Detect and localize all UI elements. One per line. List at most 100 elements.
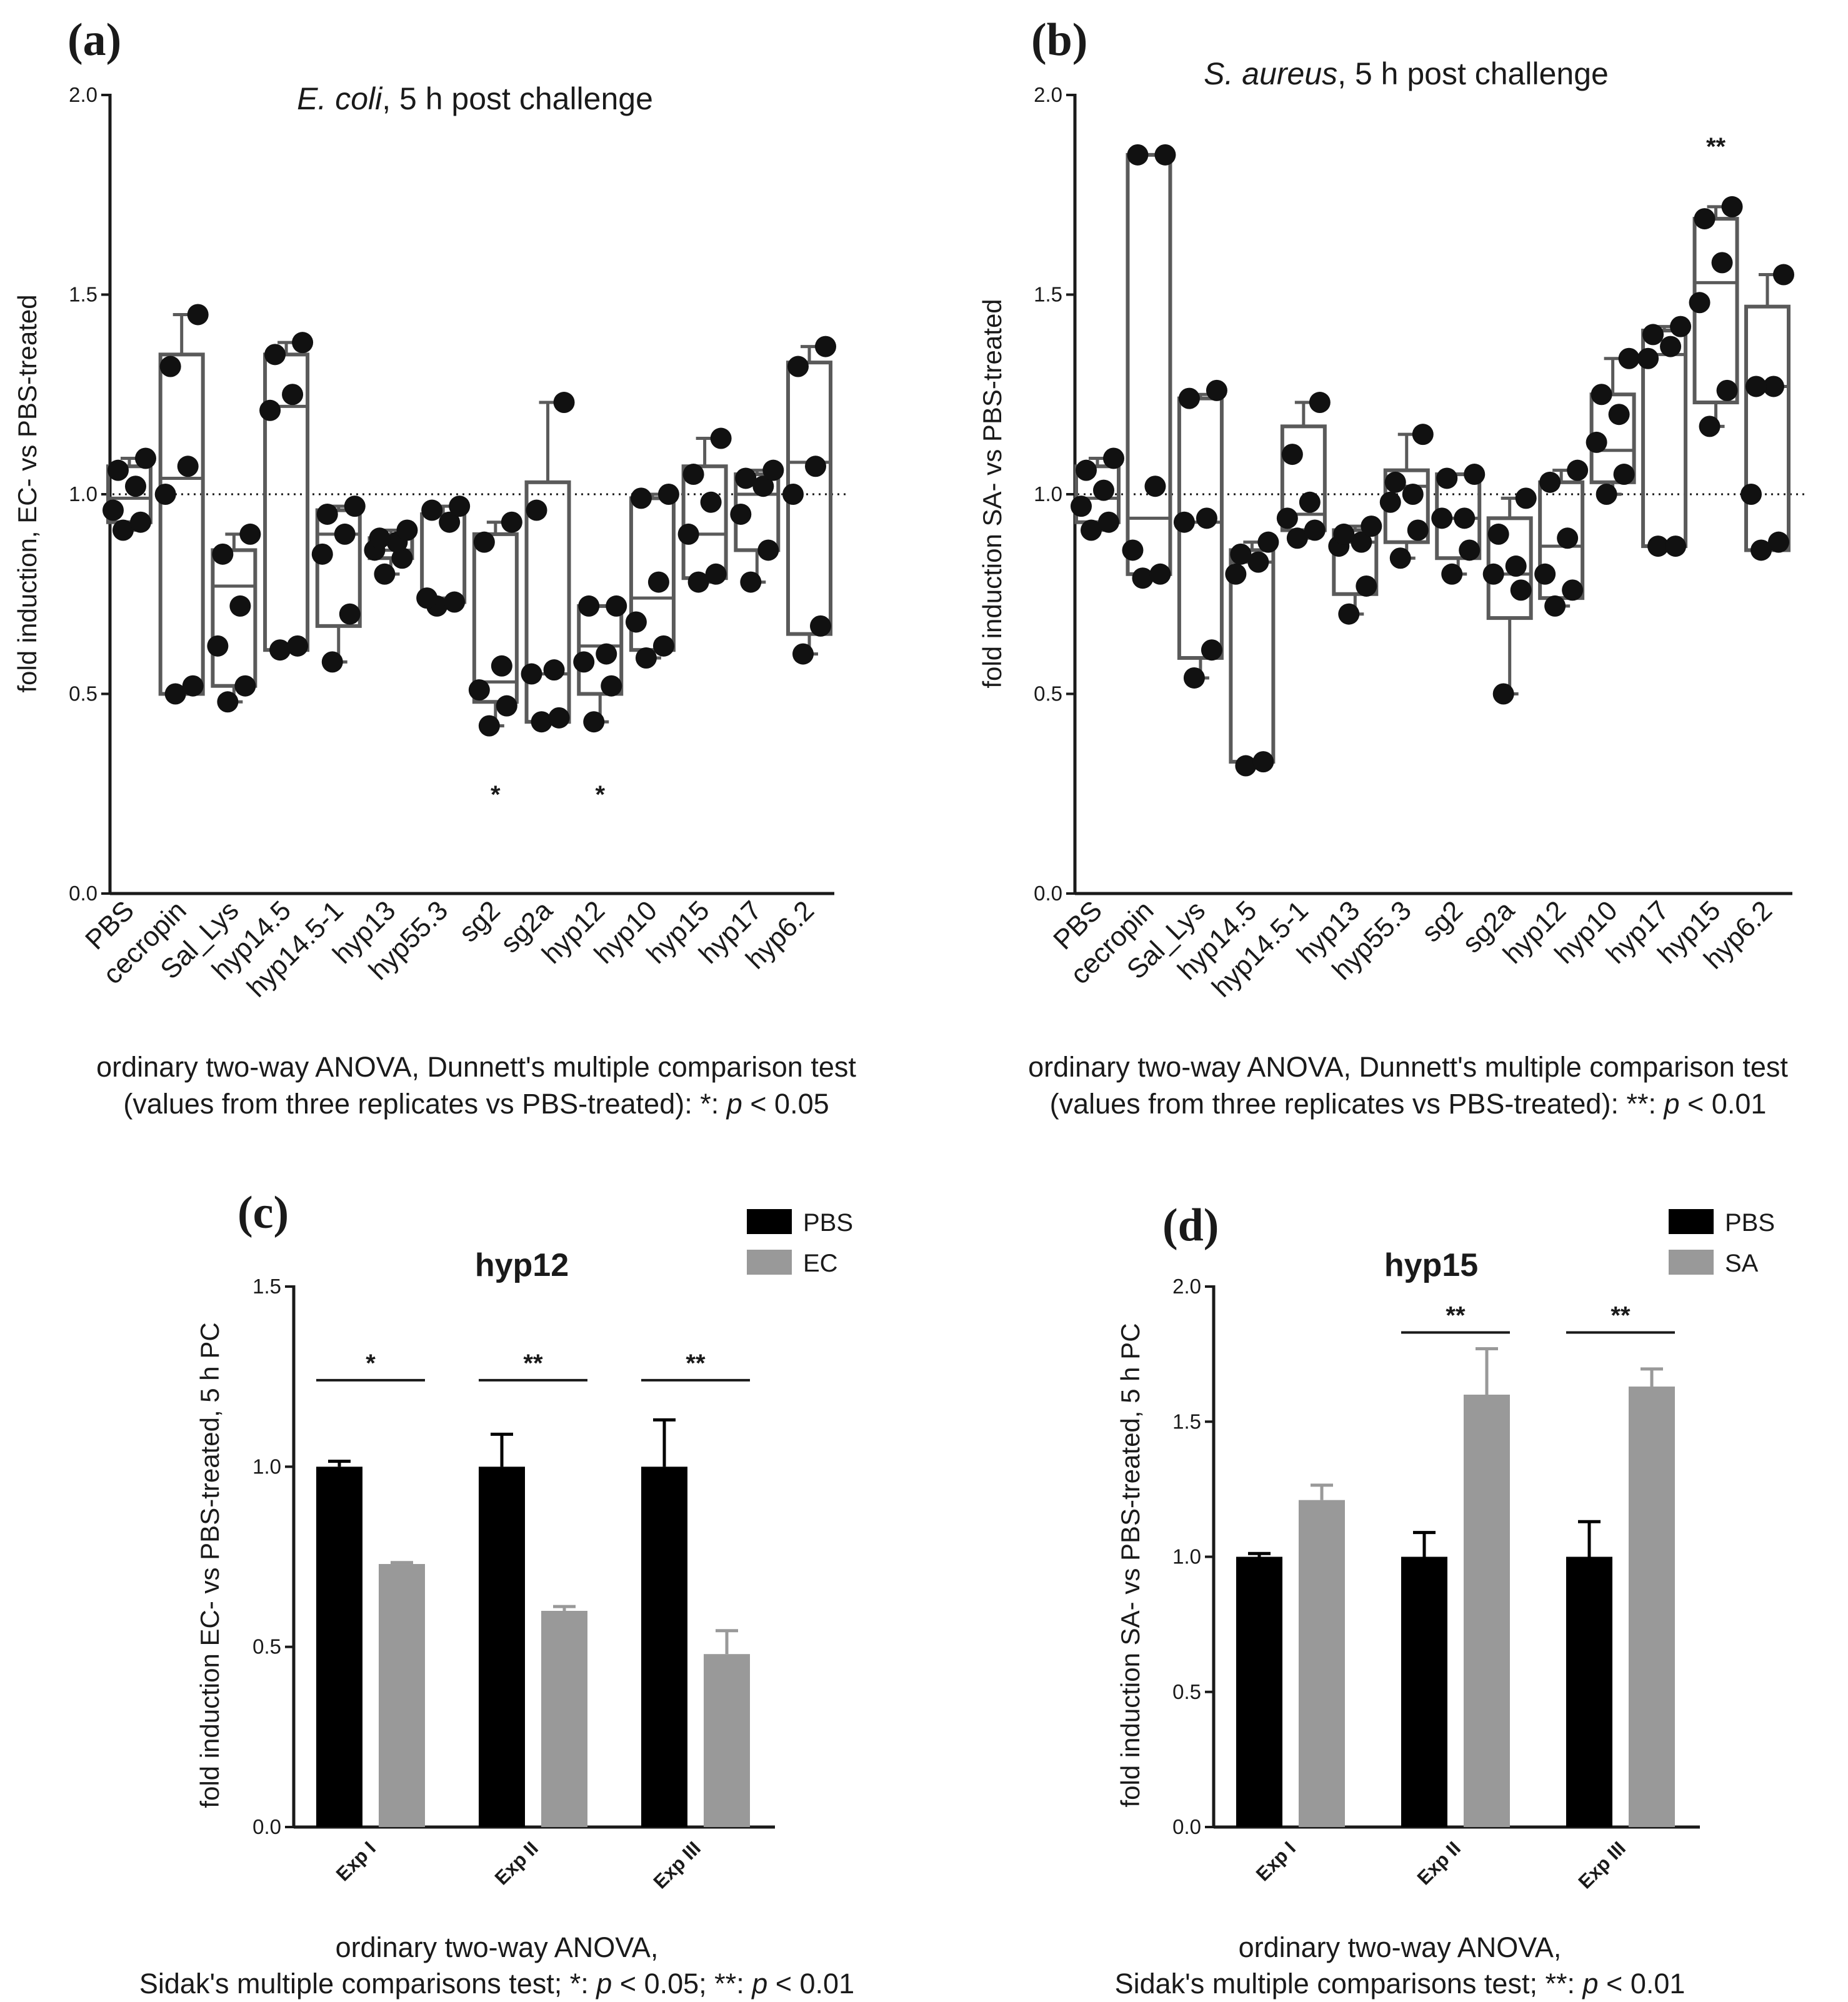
data-point [531,711,552,733]
data-point [1178,387,1200,409]
data-point [1773,264,1794,286]
panel-a-y-axis-title: fold induction, EC- vs PBS-treated [12,294,42,692]
box [1332,528,1379,596]
data-point [792,643,814,665]
data-point [1281,444,1303,466]
data-point [1276,507,1298,529]
data-point [815,336,836,357]
data-point [501,511,522,533]
data-point [1286,527,1308,549]
data-point [1647,535,1669,557]
legend-label-ec: EC [803,1250,838,1277]
significance-mark-exp-iii: ** [686,1350,706,1377]
data-point [1562,579,1584,601]
data-point [1711,252,1733,274]
bar-pbs-exp-iii [1566,1556,1612,1827]
bar-pbs-exp-ii [1401,1556,1447,1827]
data-point [635,647,657,669]
data-point [1333,523,1355,545]
data-point [1746,376,1767,397]
panel-c-note-line1: ordinary two-way ANOVA, [336,1931,659,1963]
data-point [374,563,396,585]
panel-a-title-species: E. coli [297,81,383,116]
box [211,548,257,688]
bar-group-pbs-exp-ii [479,1432,525,1827]
data-point [1557,527,1579,549]
data-point [1510,579,1532,601]
data-point [705,563,727,585]
data-point [1196,507,1217,529]
bar-group-sa-exp-i [1299,1483,1345,1827]
data-point [229,595,251,617]
data-point [444,591,466,613]
data-point [682,464,704,486]
panel-b-label: (b) [1031,14,1087,66]
box-group-sg2a [1482,487,1537,705]
data-point [740,571,762,593]
data-point [187,304,209,326]
data-point [1618,347,1640,369]
significance-mark-hyp12: * [595,781,605,809]
panel-a-title-rest: , 5 h post challenge [382,81,653,116]
data-point [1103,447,1124,469]
data-point [177,456,199,477]
data-point [752,476,774,497]
panel-b-y-ticks: 0.0 0.5 1.0 1.5 2.0 [1034,83,1075,905]
data-point [217,691,239,713]
data-point [1699,416,1721,437]
panel-c-y-axis-title: fold induction EC- vs PBS-treated, 5 h P… [195,1322,224,1808]
bar-group-pbs-exp-i [316,1460,362,1827]
data-point [369,527,391,549]
data-point [1338,603,1360,625]
data-point [1694,208,1716,230]
y-tick-label: 1.0 [252,1455,281,1478]
box-group-sal-lys [1173,379,1227,689]
legend-swatch-ec [747,1250,792,1275]
panel-c-label: (c) [237,1187,289,1238]
legend-swatch-pbs [1669,1209,1714,1234]
box-group-sg2a [521,392,575,733]
panel-b-title-rest: , 5 h post challenge [1337,56,1609,91]
data-point [652,635,674,657]
panel-d-y-ticks: 0.0 0.5 1.0 1.5 2.0 [1172,1275,1214,1838]
legend-swatch-sa [1669,1250,1714,1275]
data-point [1247,551,1269,573]
y-tick-label: 0.5 [252,1635,281,1658]
data-point [1660,336,1682,357]
data-point [130,511,151,533]
data-point [548,707,570,729]
data-point [1689,292,1711,314]
panel-b-y-axis-title: fold induction SA- vs PBS-treated [977,299,1007,688]
box-group-sal-lys [207,523,261,713]
data-point [1487,523,1509,545]
data-point [1665,535,1687,557]
data-point [1389,547,1411,569]
data-point [1492,683,1514,705]
y-tick-label: 0.0 [1034,882,1062,905]
data-point [1154,144,1176,166]
data-point [1379,491,1401,513]
bar-group-sa-exp-iii [1629,1367,1675,1827]
panel-d-y-axis-title: fold induction SA- vs PBS-treated, 5 h P… [1116,1323,1145,1807]
data-point [1407,519,1429,541]
data-point [1252,751,1274,773]
box-group-hyp55-3 [416,496,471,617]
bar-group-ec-exp-iii [704,1629,750,1827]
data-point [1257,531,1279,553]
data-point [553,392,575,414]
data-point [1642,324,1664,346]
panel-c-note-line2: Sidak's multiple comparisons test; *: p … [139,1968,854,2000]
data-point [1122,539,1144,561]
y-tick-label: 2.0 [1172,1275,1201,1298]
y-tick-label: 1.5 [1034,283,1062,306]
box-group-hyp10 [625,484,679,669]
data-point [234,675,256,697]
data-point [449,496,471,517]
panel-c-legend: PBS EC [747,1209,853,1277]
box-group-hyp14-5 [259,332,314,661]
box-group-pbs [1071,447,1124,541]
data-point [1608,404,1630,426]
bar-group-pbs-exp-i [1236,1551,1282,1827]
data-point [344,496,366,517]
